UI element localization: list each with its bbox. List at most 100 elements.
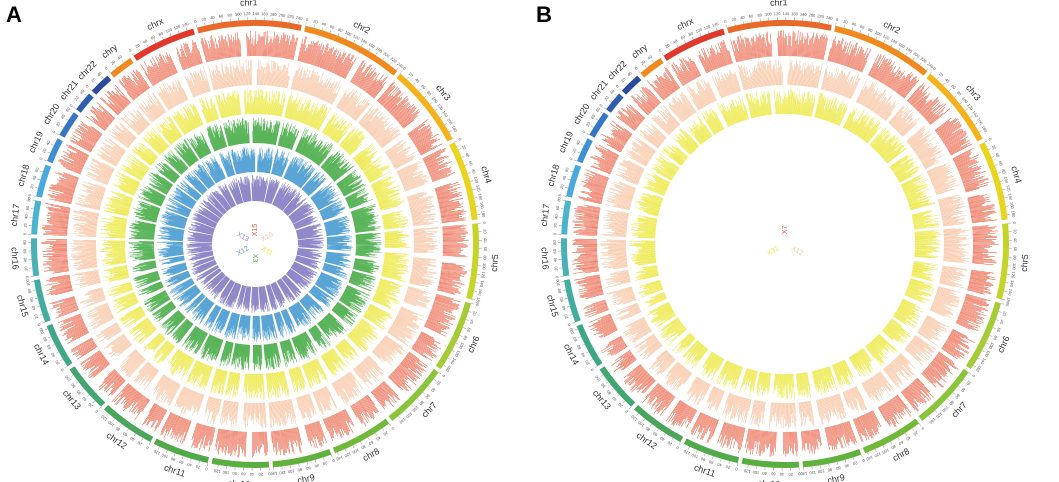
tick-label: 120 (774, 11, 782, 16)
tick-label: 0 (734, 466, 738, 472)
tick-label: 40 (142, 38, 149, 45)
tick-label: 120 (682, 448, 691, 456)
axis-tick (64, 366, 68, 369)
tick-label: 220 (287, 13, 295, 19)
axis-tick (473, 290, 478, 292)
tick-label: 20 (563, 313, 569, 320)
tick-label: 0 (84, 83, 90, 89)
tick-label: 0 (22, 232, 27, 235)
tick-label: 100 (160, 452, 169, 460)
axis-tick (182, 456, 184, 460)
axis-tick (297, 21, 299, 25)
tick-label: 140 (1009, 280, 1015, 288)
tick-label: 80 (556, 288, 562, 294)
tick-label: 0 (128, 47, 133, 53)
axis-tick (468, 311, 472, 313)
axis-tick (736, 462, 738, 466)
track-bars (571, 30, 999, 457)
axis-tick (898, 48, 901, 51)
chromosome-label: chr16 (9, 247, 20, 270)
axis-tick (321, 27, 324, 31)
axis-tick (148, 441, 151, 445)
axis-tick (676, 44, 679, 48)
axis-tick (968, 372, 972, 375)
axis-tick (470, 180, 474, 182)
tick-label: 40 (994, 152, 1001, 159)
axis-tick (158, 446, 160, 450)
tick-label: 0 (566, 322, 572, 327)
axis-tick (51, 143, 54, 146)
tick-label: 40 (999, 319, 1005, 326)
tick-label: 80 (761, 471, 767, 476)
ideogram-segment (566, 164, 582, 198)
chromosome-label: chr9 (296, 472, 315, 482)
axis-tick (331, 454, 333, 458)
tick-label: 60 (150, 34, 157, 41)
tick-label: 20 (664, 42, 671, 49)
ideogram-segment (560, 238, 570, 277)
tick-label: 60 (998, 160, 1005, 167)
axis-tick (35, 187, 39, 189)
axis-tick (590, 359, 593, 361)
axis-tick (726, 24, 728, 28)
tick-label: 40 (851, 21, 857, 27)
chromosome-label: chr16 (539, 247, 550, 270)
axis-tick (742, 20, 744, 24)
tick-label: 120 (935, 411, 944, 420)
axis-tick (48, 336, 52, 339)
axis-tick (40, 170, 44, 173)
axis-tick (141, 437, 144, 441)
tick-label: 20 (471, 311, 477, 317)
tick-label: 40 (658, 435, 665, 442)
tick-label: 140 (270, 471, 278, 477)
axis-tick (56, 133, 60, 136)
axis-tick (474, 197, 478, 199)
tick-label: 80 (890, 444, 897, 451)
axis-tick (974, 122, 978, 125)
tick-label: 240 (295, 15, 303, 21)
tick-label: 0 (675, 445, 680, 451)
chromosome-chr17: 0 20 40 60 80 chr17 (539, 196, 572, 235)
tick-label: 80 (69, 382, 76, 389)
axis-tick (875, 36, 878, 40)
axis-tick (644, 65, 648, 68)
tick-label: 0 (24, 275, 29, 279)
tick-label: 100 (636, 419, 645, 428)
tick-label: 100 (458, 342, 466, 351)
tick-label: 20 (73, 95, 80, 102)
chromosome-chr15: 0 20 40 60 80 100 chr15 (545, 278, 581, 327)
sample-label: X15 (252, 224, 259, 237)
axis-tick (360, 441, 363, 445)
axis-tick (89, 88, 92, 91)
axis-tick (577, 151, 581, 154)
axis-tick (212, 20, 214, 24)
tick-label: 80 (231, 471, 237, 476)
tick-label: 40 (561, 175, 567, 181)
axis-tick (728, 460, 730, 464)
axis-tick (70, 111, 74, 114)
axis-tick (631, 76, 634, 79)
axis-tick (86, 394, 90, 397)
axis-tick (827, 21, 829, 25)
tick-label: 20 (87, 401, 94, 408)
ideogram-segment (103, 405, 154, 443)
axis-tick (400, 71, 403, 74)
tick-label: 120 (99, 414, 108, 423)
axis-tick (994, 164, 998, 166)
tick-label: 20 (965, 380, 972, 387)
tick-label: 60 (552, 248, 557, 253)
tick-label: 60 (835, 465, 841, 471)
tick-label: 20 (136, 440, 143, 447)
axis-tick (133, 433, 136, 437)
sample-label: X11 (260, 245, 274, 257)
axis-tick (875, 448, 877, 452)
axis-tick (146, 44, 149, 48)
ideogram-segment (110, 57, 134, 78)
tick-label: 180 (475, 297, 482, 305)
tick-label: 0 (988, 137, 994, 142)
